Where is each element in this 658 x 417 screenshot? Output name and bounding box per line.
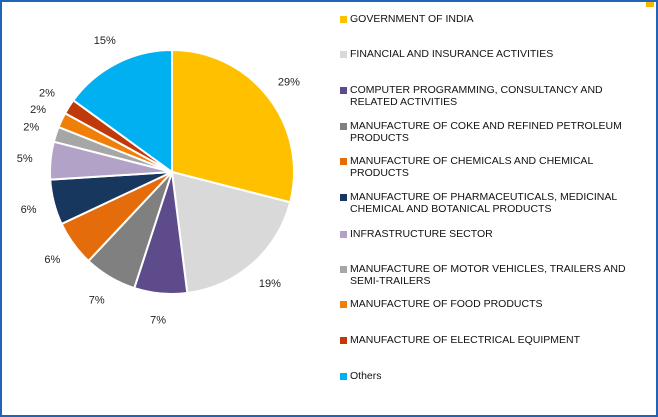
legend-label: FINANCIAL AND INSURANCE ACTIVITIES <box>350 48 554 60</box>
legend-label: COMPUTER PROGRAMMING, CONSULTANCY AND REL… <box>350 84 603 108</box>
pie-label-manufacture-of-electrical-equipment: 2% <box>39 88 55 100</box>
legend-swatch <box>340 373 347 380</box>
legend-swatch <box>340 16 347 23</box>
legend-item-manufacture-of-coke-and-refined-petroleum-products: MANUFACTURE OF COKE AND REFINED PETROLEU… <box>340 120 640 144</box>
pie-label-government-of-india: 29% <box>278 76 300 88</box>
pie-label-manufacture-of-coke-and-refined-petroleum-products: 7% <box>89 294 105 306</box>
legend-item-financial-and-insurance-activities: FINANCIAL AND INSURANCE ACTIVITIES <box>340 48 640 60</box>
legend-swatch <box>340 301 347 308</box>
legend-swatch <box>340 51 347 58</box>
pie-label-manufacture-of-motor-vehicles-trailers-and-semi-trailers: 2% <box>23 121 39 133</box>
legend-item-others: Others <box>340 370 640 382</box>
legend-label: MANUFACTURE OF PHARMACEUTICALS, MEDICINA… <box>350 191 618 215</box>
legend-swatch <box>340 231 347 238</box>
pie-labels: 29% 19% 7% 7% 6% 6% 5% 2% 2% 2% 15% <box>17 35 300 326</box>
pie-slice-others <box>71 48 173 174</box>
legend-swatch <box>340 266 347 273</box>
pie-chart: 29% 19% 7% 7% 6% 6% 5% 2% 2% 2% 15% <box>17 35 300 326</box>
pie-label-others: 15% <box>94 35 116 47</box>
pie-label-computer-programming-consultancy-and-related-activities: 7% <box>150 314 166 326</box>
pie-slice-financial-and-insurance-activities <box>170 170 292 295</box>
legend-item-manufacture-of-pharmaceuticals-medicinal-chemical-and-botanical-products: MANUFACTURE OF PHARMACEUTICALS, MEDICINA… <box>340 191 640 215</box>
legend-label: Others <box>350 370 382 382</box>
legend: GOVERNMENT OF INDIA FINANCIAL AND INSURAN… <box>340 0 640 417</box>
pie-label-manufacture-of-food-products: 2% <box>30 104 46 116</box>
legend-swatch <box>340 158 347 165</box>
pie-slice-government-of-india <box>171 48 295 204</box>
legend-item-infrastructure-sector: INFRASTRUCTURE SECTOR <box>340 228 640 240</box>
legend-item-manufacture-of-chemicals-and-chemical-products: MANUFACTURE OF CHEMICALS AND CHEMICAL PRO… <box>340 155 640 179</box>
legend-label: MANUFACTURE OF MOTOR VEHICLES, TRAILERS … <box>350 263 626 287</box>
legend-item-manufacture-of-food-products: MANUFACTURE OF FOOD PRODUCTS <box>340 298 640 310</box>
legend-swatch <box>340 123 347 130</box>
pie-label-manufacture-of-chemicals-and-chemical-products: 6% <box>44 254 60 266</box>
pie-label-infrastructure-sector: 5% <box>17 153 33 165</box>
legend-label: INFRASTRUCTURE SECTOR <box>350 228 493 240</box>
legend-swatch <box>340 194 347 201</box>
legend-label: MANUFACTURE OF CHEMICALS AND CHEMICAL PRO… <box>350 155 594 179</box>
legend-label: MANUFACTURE OF ELECTRICAL EQUIPMENT <box>350 334 581 346</box>
legend-swatch <box>340 87 347 94</box>
pie-slices <box>48 48 295 295</box>
legend-item-manufacture-of-electrical-equipment: MANUFACTURE OF ELECTRICAL EQUIPMENT <box>340 334 640 346</box>
legend-label: GOVERNMENT OF INDIA <box>350 13 474 25</box>
corner-accent <box>646 2 654 7</box>
legend-label: MANUFACTURE OF COKE AND REFINED PETROLEU… <box>350 120 622 144</box>
pie-label-financial-and-insurance-activities: 19% <box>259 278 281 290</box>
legend-label: MANUFACTURE OF FOOD PRODUCTS <box>350 298 543 310</box>
legend-item-computer-programming-consultancy-and-related-activities: COMPUTER PROGRAMMING, CONSULTANCY AND REL… <box>340 84 640 108</box>
legend-item-government-of-india: GOVERNMENT OF INDIA <box>340 13 640 25</box>
legend-item-manufacture-of-motor-vehicles-trailers-and-semi-trailers: MANUFACTURE OF MOTOR VEHICLES, TRAILERS … <box>340 263 640 287</box>
legend-swatch <box>340 337 347 344</box>
pie-label-manufacture-of-pharmaceuticals-medicinal-chemical-and-botanical-products: 6% <box>21 204 37 216</box>
